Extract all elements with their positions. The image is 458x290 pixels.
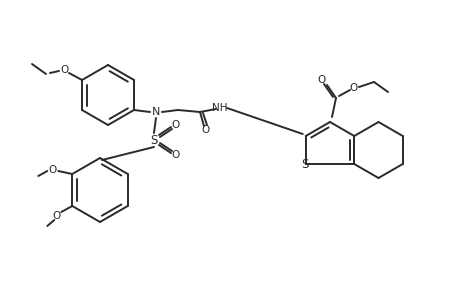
Text: O: O: [172, 150, 180, 160]
Text: O: O: [202, 125, 210, 135]
Text: O: O: [350, 83, 358, 93]
Text: O: O: [52, 211, 60, 221]
Text: O: O: [48, 165, 56, 175]
Text: S: S: [150, 133, 158, 146]
Text: S: S: [301, 159, 308, 171]
Text: O: O: [60, 65, 68, 75]
Text: O: O: [172, 120, 180, 130]
Text: O: O: [318, 75, 326, 85]
Text: NH: NH: [212, 103, 228, 113]
Text: N: N: [152, 107, 160, 117]
